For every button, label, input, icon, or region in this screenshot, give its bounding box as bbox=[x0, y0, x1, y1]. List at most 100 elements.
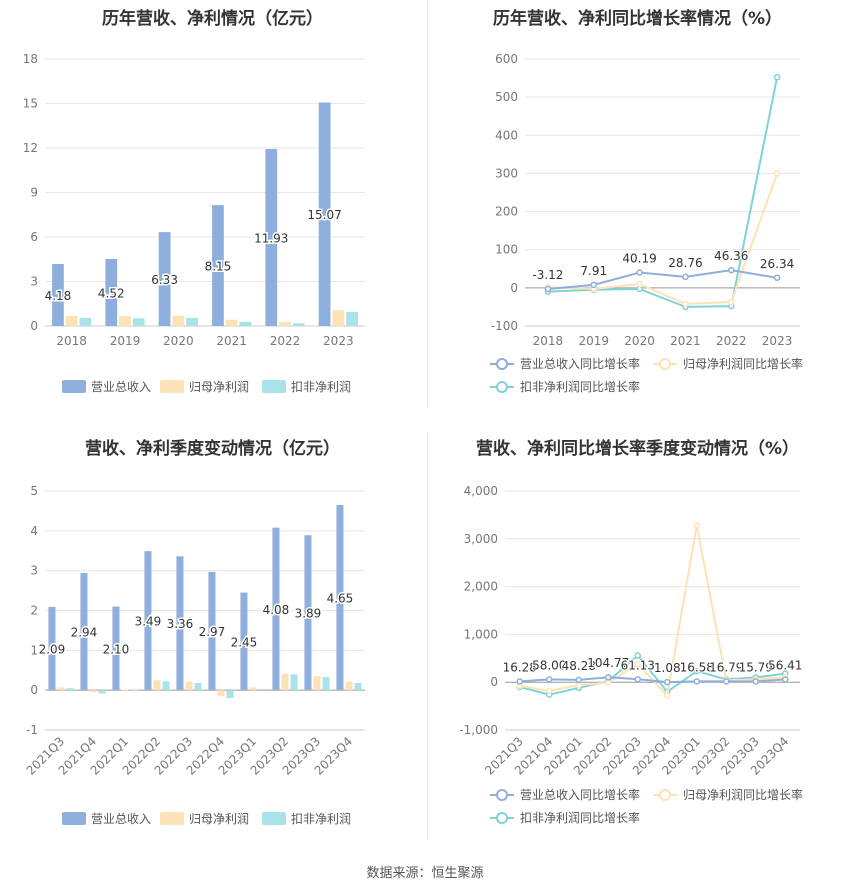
bar-营业总收入 bbox=[208, 571, 216, 691]
bar-营业总收入 bbox=[52, 263, 64, 326]
bar-营业总收入 bbox=[176, 556, 184, 691]
line-point bbox=[664, 692, 671, 699]
legend-swatch-icon bbox=[160, 380, 184, 393]
y-tick-label: 3 bbox=[30, 564, 38, 578]
bar-归母净利润 bbox=[313, 676, 321, 691]
quarterly-growth-chart: -1,00001,0002,0003,0004,0002021Q32021Q42… bbox=[459, 484, 803, 825]
legend-marker-icon bbox=[659, 789, 671, 801]
bar-扣非净利润 bbox=[130, 689, 138, 691]
line-point bbox=[782, 676, 789, 683]
bar-扣非净利润 bbox=[354, 682, 362, 691]
legend-label: 归母净利润 bbox=[189, 812, 249, 826]
legend-label: 营业总收入同比增长率 bbox=[520, 787, 640, 802]
y-tick-label: 4 bbox=[30, 524, 38, 538]
bar-data-label: 8.15 bbox=[205, 260, 232, 274]
bar-data-label: 2.45 bbox=[231, 635, 258, 649]
y-tick-label: 2 bbox=[30, 604, 38, 618]
x-tick-label: 2022 bbox=[270, 334, 301, 348]
y-tick-label: 0 bbox=[30, 319, 38, 333]
quarterly-revenue-profit-chart: -10123452021Q32021Q42022Q12022Q22022Q320… bbox=[24, 484, 365, 826]
bar-归母净利润 bbox=[172, 315, 185, 326]
bar-扣非净利润 bbox=[346, 311, 358, 326]
line-point bbox=[636, 280, 643, 288]
y-tick-label: 100 bbox=[495, 243, 518, 257]
bar-扣非净利润 bbox=[194, 682, 202, 691]
bar-扣非净利润 bbox=[162, 681, 170, 691]
line-data-label: 61.13 bbox=[621, 658, 655, 672]
line-point bbox=[605, 679, 612, 686]
bar-扣非净利润 bbox=[292, 323, 305, 326]
bar-归母净利润 bbox=[225, 319, 238, 326]
chart-title: 营收、净利季度变动情况（亿元） bbox=[85, 439, 340, 459]
chart-title: 历年营收、净利情况（亿元） bbox=[102, 9, 323, 29]
annual-revenue-profit-chart: 0 3 6 9 12 15 18 2018 2019 2020 2021 2022 2023 4.18 4.… bbox=[23, 52, 365, 394]
line-data-label: 16.58 bbox=[680, 660, 714, 674]
bar-营业总收入 bbox=[212, 205, 224, 326]
line-归母净利润同比增长率 bbox=[547, 173, 779, 305]
y-tick-label: 500 bbox=[495, 90, 518, 104]
bar-营业总收入 bbox=[265, 149, 278, 326]
bar-扣非净利润 bbox=[290, 674, 298, 691]
line-point bbox=[575, 681, 582, 689]
y-tick-label: 4,000 bbox=[464, 484, 498, 498]
line-point bbox=[605, 673, 612, 681]
line-扣非净利润同比增长率 bbox=[547, 77, 779, 308]
bar-营业总收入 bbox=[272, 527, 280, 691]
x-tick-label: 2023 bbox=[762, 334, 793, 348]
bar-扣非净利润 bbox=[66, 688, 74, 691]
line-point bbox=[693, 667, 700, 675]
bar-扣非净利润 bbox=[226, 690, 234, 699]
bar-归母净利润 bbox=[217, 690, 225, 697]
bar-data-label: 15.07 bbox=[307, 208, 341, 222]
bar-扣非净利润 bbox=[239, 321, 252, 326]
line-point bbox=[693, 522, 700, 529]
bar-data-label: 11.93 bbox=[254, 232, 288, 246]
bar-营业总收入 bbox=[318, 102, 331, 326]
bar-扣非净利润 bbox=[258, 688, 266, 691]
legend-marker-icon bbox=[496, 381, 508, 393]
legend-swatch-icon bbox=[160, 812, 184, 825]
legend-label: 营业总收入 bbox=[91, 812, 151, 826]
annual-growth-panel: 历年营收、净利同比增长率情况（%） -100 0 100 200 300 400 500 60… bbox=[425, 0, 850, 410]
x-tick-label: 2018 bbox=[533, 334, 564, 348]
bar-data-label: 6.33 bbox=[151, 273, 178, 287]
legend-marker-icon bbox=[659, 358, 671, 370]
y-tick-label: 3,000 bbox=[464, 532, 498, 546]
bar-归母净利润 bbox=[281, 673, 289, 691]
line-point bbox=[664, 678, 671, 686]
legend-label: 扣非净利润同比增长率 bbox=[520, 379, 640, 394]
y-tick-label: 12 bbox=[23, 141, 38, 155]
bar-data-label: 4.65 bbox=[327, 592, 354, 606]
line-point bbox=[636, 269, 643, 276]
line-data-label: -3.12 bbox=[532, 268, 563, 282]
chart-title: 历年营收、净利同比增长率情况（%） bbox=[492, 9, 783, 29]
line-point bbox=[752, 678, 759, 685]
bar-营业总收入 bbox=[112, 606, 120, 691]
line-point bbox=[634, 660, 641, 668]
line-营业总收入同比增长率 bbox=[547, 269, 778, 291]
x-tick-label: 2023 bbox=[323, 334, 354, 348]
legend-marker-icon bbox=[496, 789, 508, 801]
chart-title: 营收、净利同比增长率季度变动情况（%） bbox=[475, 439, 800, 459]
bar-扣非净利润 bbox=[132, 318, 145, 326]
legend-label: 扣非净利润 bbox=[291, 380, 351, 394]
bar-归母净利润 bbox=[345, 681, 353, 691]
line-point bbox=[693, 678, 700, 685]
y-tick-label: 300 bbox=[495, 166, 518, 180]
legend-swatch-icon bbox=[262, 380, 286, 393]
x-tick-label: 2021 bbox=[216, 334, 247, 348]
bar-归母净利润 bbox=[57, 687, 65, 691]
line-point bbox=[682, 273, 689, 281]
legend-label: 归母净利润同比增长率 bbox=[683, 356, 803, 371]
data-source: 数据来源：恒生聚源 bbox=[366, 866, 484, 881]
line-point bbox=[634, 652, 641, 659]
bar-扣非净利润 bbox=[98, 690, 106, 694]
annual-growth-chart: -100 0 100 200 300 400 500 600 2018 2019 2020 2021 2… bbox=[490, 52, 803, 394]
bar-data-label: 3.49 bbox=[135, 615, 162, 629]
bar-归母净利润 bbox=[153, 680, 161, 691]
bar-data-label: 2.94 bbox=[71, 626, 98, 640]
line-data-label: 15.79 bbox=[739, 660, 773, 674]
line-point bbox=[682, 300, 689, 308]
bar-归母净利润 bbox=[89, 690, 97, 693]
y-tick-label: 5 bbox=[30, 484, 38, 498]
